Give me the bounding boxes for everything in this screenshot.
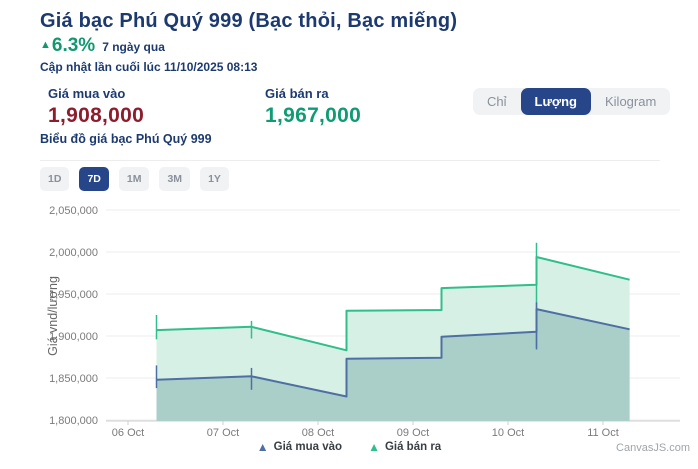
change-percent-value: 6.3% (51, 35, 96, 56)
change-row: ▲6.3% 7 ngày qua (40, 35, 165, 57)
range-button-group: 1D 7D 1M 3M 1Y (40, 167, 229, 191)
y-tick-label: 2,000,000 (49, 247, 98, 259)
area-buy (156, 309, 630, 421)
y-tick-label: 1,850,000 (49, 373, 98, 385)
unit-toggle-luong[interactable]: Lượng (520, 88, 591, 115)
sell-price-label: Giá bán ra (265, 86, 329, 101)
unit-toggle-kilogram[interactable]: Kilogram (605, 94, 657, 109)
up-arrow-icon: ▲ (40, 39, 51, 51)
x-tick-label: 10 Oct (492, 427, 524, 439)
page-title: Giá bạc Phú Quý 999 (Bạc thỏi, Bạc miếng… (40, 10, 458, 32)
divider (40, 160, 660, 161)
line-buy (156, 308, 630, 398)
canvasjs-watermark[interactable]: CanvasJS.com (616, 442, 690, 454)
price-chart-svg: 2,050,000 2,000,000 1,950,000 1,900,000 1,85… (46, 205, 680, 439)
y-axis-title: Giá vnd/lượng (46, 276, 60, 356)
range-button-3m[interactable]: 3M (159, 167, 191, 191)
unit-toggle-chi[interactable]: Chỉ (487, 94, 507, 109)
x-tick-label: 06 Oct (112, 427, 144, 439)
legend-item-sell[interactable]: ▲ Giá bán ra (368, 441, 441, 453)
sell-price-value: 1,967,000 (265, 104, 362, 127)
y-tick-label: 2,050,000 (49, 205, 98, 217)
x-tick-label: 09 Oct (397, 427, 429, 439)
unit-toggle: Chỉ Lượng Kilogram (473, 88, 671, 115)
sell-price-block: Giá bán ra 1,967,000 (265, 86, 361, 128)
range-button-1y[interactable]: 1Y (200, 167, 229, 191)
buy-price-label: Giá mua vào (48, 86, 126, 101)
x-tick-label: 08 Oct (302, 427, 334, 439)
range-button-1d[interactable]: 1D (40, 167, 70, 191)
legend-label-buy: Giá mua vào (273, 441, 343, 453)
x-tick-label: 11 Oct (587, 427, 619, 439)
change-period: 7 ngày qua (102, 40, 165, 54)
range-button-7d[interactable]: 7D (79, 167, 109, 191)
buy-price-block: Giá mua vào 1,908,000 (48, 86, 144, 128)
change-percent: ▲6.3% (40, 35, 95, 57)
y-tick-label: 1,950,000 (49, 289, 98, 301)
legend-item-buy[interactable]: ▲ Giá mua vào (257, 441, 342, 453)
range-button-1m[interactable]: 1M (118, 167, 150, 191)
line-sell (156, 256, 630, 352)
buy-series-marker-icon: ▲ (256, 440, 269, 454)
sell-series-marker-icon: ▲ (368, 440, 380, 454)
y-tick-label: 1,900,000 (49, 331, 98, 343)
chart-section-title: Biểu đồ giá bạc Phú Quý 999 (40, 132, 212, 146)
legend-label-sell: Giá bán ra (384, 441, 442, 453)
buy-price-value: 1,908,000 (48, 104, 145, 127)
chart-legend: ▲ Giá mua vào ▲ Giá bán ra (0, 441, 698, 453)
x-tick-label: 07 Oct (207, 427, 239, 439)
y-tick-label: 1,800,000 (49, 415, 98, 427)
last-updated-text: Cập nhật lần cuối lúc 11/10/2025 08:13 (40, 60, 258, 74)
